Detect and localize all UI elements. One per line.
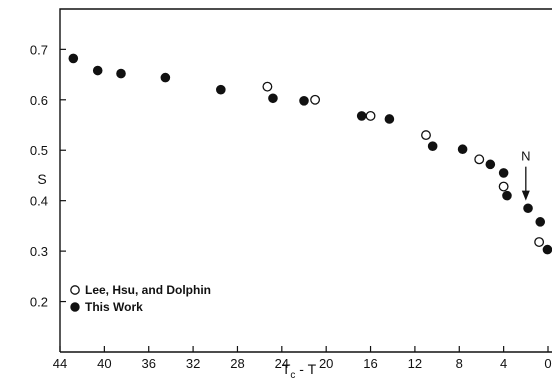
y-axis-label: S — [37, 171, 46, 187]
open-data-point — [498, 181, 509, 192]
filled-data-point — [427, 141, 438, 151]
legend-marker — [70, 285, 80, 295]
filled-data-point — [299, 96, 309, 106]
filled-data-point — [116, 68, 126, 79]
legend-label: Lee, Hsu, and Dolphin — [85, 283, 211, 297]
filled-data-point — [523, 203, 533, 214]
filled-data-point — [384, 114, 395, 124]
filled-data-point — [457, 144, 468, 155]
x-tick-label: 24 — [275, 356, 289, 371]
filled-data-point — [502, 190, 512, 201]
x-axis-ticks: 44 40 36 32 28 24 20 16 12 8 4 0 — [53, 346, 552, 371]
open-data-point — [262, 81, 273, 92]
plot-axes — [59, 8, 552, 353]
x-tick-label: 12 — [408, 356, 422, 371]
legend: Lee, Hsu, and Dolphin This Work — [70, 283, 211, 314]
y-tick-label: 0.5 — [30, 143, 48, 158]
annotation-label: N — [521, 149, 530, 164]
y-tick-label: 0.4 — [30, 194, 48, 209]
x-tick-label: 0 — [544, 356, 551, 371]
x-tick-label: 40 — [97, 356, 111, 371]
annotation-arrowhead — [521, 190, 530, 201]
plot-frame — [59, 8, 552, 353]
filled-data-point — [498, 168, 509, 178]
filled-data-point — [268, 93, 278, 104]
legend-label: This Work — [85, 300, 143, 314]
annotations: N — [521, 149, 531, 201]
x-axis-label: Tc - T — [282, 361, 317, 379]
series-1 — [68, 53, 552, 255]
filled-data-point — [92, 65, 103, 76]
open-data-point — [421, 130, 431, 141]
open-data-point — [534, 237, 545, 247]
filled-data-point — [485, 159, 496, 170]
open-data-point — [365, 110, 376, 121]
x-tick-label: 8 — [456, 356, 463, 371]
filled-data-point — [356, 111, 367, 121]
x-tick-label: 4 — [500, 356, 507, 371]
filled-data-point — [216, 84, 226, 95]
x-tick-label: 32 — [186, 356, 200, 371]
y-tick-label: 0.6 — [30, 93, 48, 108]
y-axis-ticks: 0.2 0.3 0.4 0.5 0.6 0.7 — [30, 42, 66, 310]
x-tick-label: 36 — [141, 356, 155, 371]
filled-data-point — [535, 217, 546, 227]
y-tick-label: 0.2 — [30, 295, 48, 310]
filled-data-point — [160, 72, 171, 83]
x-tick-label: 16 — [363, 356, 377, 371]
x-tick-label: 44 — [53, 356, 67, 371]
filled-data-point — [542, 244, 552, 255]
series-0 — [262, 81, 545, 247]
y-tick-label: 0.3 — [30, 244, 48, 259]
x-tick-label: 20 — [319, 356, 333, 371]
data-series — [68, 53, 552, 255]
filled-data-point — [68, 53, 79, 64]
y-tick-label: 0.7 — [30, 42, 48, 57]
legend-marker — [70, 302, 80, 312]
open-data-point — [474, 154, 485, 165]
open-data-point — [310, 94, 321, 105]
x-tick-label: 28 — [230, 356, 244, 371]
